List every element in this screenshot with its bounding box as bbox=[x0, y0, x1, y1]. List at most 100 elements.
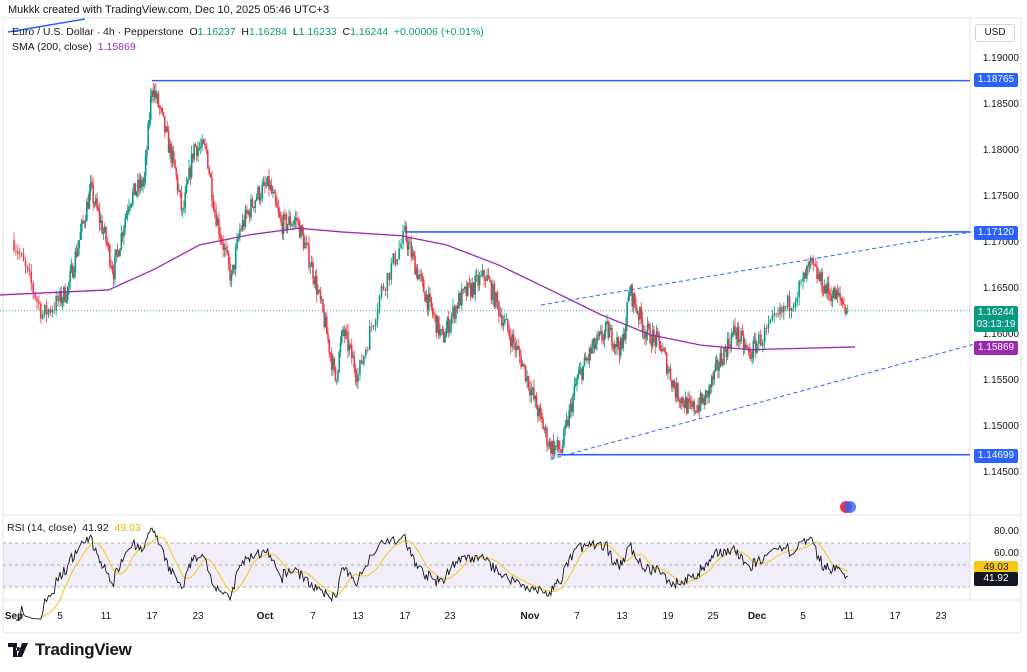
candle-body bbox=[574, 384, 577, 386]
sma-legend[interactable]: SMA (200, close) 1.15869 bbox=[12, 40, 484, 55]
candle-body bbox=[702, 398, 704, 403]
candle-body bbox=[531, 387, 534, 390]
candle-body bbox=[427, 293, 430, 310]
time-axis-label: Sep bbox=[4, 611, 24, 622]
candle-body bbox=[825, 285, 827, 294]
high-value: 1.16284 bbox=[249, 26, 287, 38]
candle-body bbox=[830, 294, 832, 302]
tradingview-logo[interactable]: TradingView bbox=[8, 640, 132, 660]
candle-body bbox=[318, 290, 321, 292]
candle-body bbox=[639, 307, 641, 320]
candle-body bbox=[533, 387, 535, 400]
candle-body bbox=[160, 107, 162, 109]
candle-body bbox=[542, 419, 544, 430]
price-axis-label: 1.19000 bbox=[982, 53, 1019, 64]
candle-body bbox=[209, 173, 212, 178]
candle-body bbox=[144, 156, 147, 178]
candle-body bbox=[333, 358, 336, 367]
candle-body bbox=[41, 314, 44, 319]
candle-body bbox=[808, 261, 811, 267]
candle-body bbox=[355, 377, 358, 382]
last-price: 1.16244 bbox=[977, 307, 1015, 318]
candle-body bbox=[535, 396, 538, 409]
candle-body bbox=[763, 328, 766, 343]
candle-body bbox=[153, 90, 156, 97]
time-axis-label: 23 bbox=[935, 611, 947, 622]
candle-body bbox=[798, 281, 800, 298]
candle-body bbox=[495, 292, 497, 308]
candle-body bbox=[149, 95, 152, 120]
candle-body bbox=[146, 149, 148, 157]
candle-body bbox=[34, 292, 36, 299]
candle-body bbox=[77, 247, 79, 257]
candle-body bbox=[552, 441, 555, 455]
candle-body bbox=[687, 398, 689, 414]
candle-body bbox=[846, 310, 849, 312]
candle-body bbox=[78, 239, 80, 248]
candle-body bbox=[290, 225, 293, 227]
open-value: 1.16237 bbox=[197, 26, 236, 38]
tradingview-logo-icon bbox=[8, 643, 28, 657]
candle-body bbox=[489, 279, 491, 282]
candle-body bbox=[660, 350, 663, 352]
candle-body bbox=[689, 401, 692, 404]
candle-body bbox=[483, 270, 485, 280]
candle-body bbox=[273, 191, 276, 194]
candle-body bbox=[832, 287, 835, 298]
time-axis-label: 11 bbox=[100, 611, 112, 622]
candle-body bbox=[332, 358, 334, 370]
candle-body bbox=[839, 293, 841, 298]
time-axis-label: 25 bbox=[707, 611, 719, 622]
candle-body bbox=[565, 419, 568, 425]
high-label: H bbox=[241, 26, 250, 38]
candle-body bbox=[201, 139, 203, 147]
candle-body bbox=[464, 286, 466, 290]
candle-body bbox=[627, 296, 630, 303]
candle-body bbox=[475, 275, 478, 277]
open-label: O bbox=[189, 26, 198, 38]
candle-body bbox=[188, 167, 190, 180]
candle-body bbox=[715, 360, 718, 364]
candle-body bbox=[388, 272, 391, 280]
candle-body bbox=[424, 292, 426, 302]
candle-body bbox=[20, 253, 23, 255]
candle-body bbox=[527, 376, 530, 388]
candle-body bbox=[151, 90, 153, 96]
candle-body bbox=[265, 185, 268, 187]
candle-body bbox=[178, 190, 180, 192]
candle-body bbox=[836, 290, 839, 296]
candle-body bbox=[734, 325, 736, 333]
candle-body bbox=[421, 275, 424, 280]
candle-body bbox=[180, 192, 183, 210]
candle-body bbox=[818, 274, 821, 282]
candle-body bbox=[725, 349, 728, 357]
candle-body bbox=[714, 363, 717, 371]
candle-body bbox=[328, 339, 331, 353]
candle-body bbox=[498, 302, 500, 316]
price-axis-label: 1.16500 bbox=[982, 283, 1019, 294]
candle-body bbox=[225, 247, 227, 251]
candle-body bbox=[675, 383, 678, 398]
candle-body bbox=[543, 429, 546, 431]
candle-body bbox=[670, 380, 673, 387]
currency-button[interactable]: USD bbox=[975, 24, 1015, 42]
candle-body bbox=[601, 331, 603, 340]
candle-body bbox=[556, 440, 559, 447]
sma-label: SMA (200, close) bbox=[12, 41, 92, 53]
candle-body bbox=[142, 182, 144, 187]
candle-body bbox=[394, 253, 397, 265]
candle-body bbox=[270, 184, 273, 194]
candle-body bbox=[599, 331, 602, 333]
candle-body bbox=[89, 181, 92, 192]
candle-body bbox=[246, 209, 248, 214]
candle-body bbox=[730, 335, 733, 349]
time-axis-label: 11 bbox=[843, 611, 855, 622]
candle-body bbox=[843, 303, 845, 305]
symbol-row[interactable]: Euro / U.S. Dollar · 4h · Pepperstone O1… bbox=[12, 25, 484, 40]
rsi-legend[interactable]: RSI (14, close) 41.92 49.03 bbox=[7, 522, 141, 534]
candle-body bbox=[788, 295, 791, 312]
candle-body bbox=[480, 275, 482, 277]
candle-body bbox=[700, 393, 703, 403]
chart-frame bbox=[2, 17, 1022, 634]
